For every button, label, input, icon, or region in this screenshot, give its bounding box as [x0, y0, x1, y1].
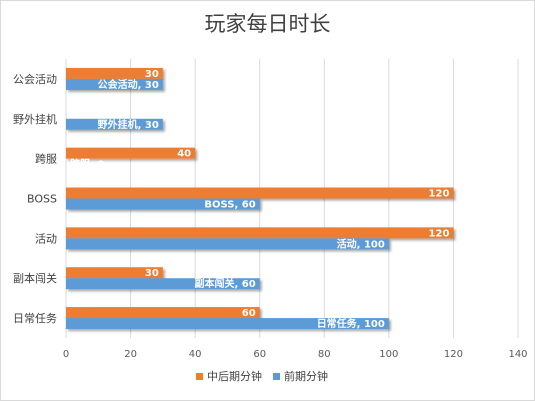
- x-tick-label: 20: [124, 349, 137, 360]
- bar-late-minutes: [66, 267, 163, 279]
- bar-late-minutes: [66, 307, 260, 319]
- x-tick-label: 60: [253, 349, 266, 360]
- data-label-late-minutes: 40: [177, 149, 191, 160]
- data-label-late-minutes: 30: [145, 69, 159, 80]
- x-tick-label: 100: [379, 349, 398, 360]
- x-tick-label: 40: [189, 349, 202, 360]
- bar-early-minutes: [66, 318, 389, 330]
- data-label-early-minutes: 日常任务, 100: [317, 317, 385, 330]
- bar-early-minutes: [66, 118, 163, 130]
- legend: 中后期分钟 前期分钟: [196, 369, 328, 383]
- data-label-late-minutes: 120: [429, 189, 450, 200]
- chart-title: 玩家每日时长: [204, 12, 331, 36]
- bar-late-minutes: [66, 227, 454, 239]
- bar-early-minutes: [66, 198, 260, 210]
- x-tick-label: 120: [444, 349, 463, 360]
- bar-early-minutes: [66, 278, 260, 290]
- data-label-late-minutes: 120: [429, 228, 450, 239]
- x-tick-label: 0: [63, 349, 69, 360]
- data-labels: 60 日常任务, 100 30 副本闯关, 60 120 活动, 100 120 BOSS, …: [70, 69, 449, 330]
- y-category-label: BOSS: [27, 193, 57, 206]
- legend-early-minutes-swatch: [273, 373, 280, 380]
- data-label-early-minutes: 跨服, 0: [70, 158, 104, 171]
- y-category-label: 副本闯关: [13, 271, 57, 285]
- data-label-early-minutes: BOSS, 60: [204, 200, 255, 211]
- legend-late-minutes-swatch: [196, 373, 203, 380]
- y-category-label: 活动: [35, 232, 57, 245]
- bar-late-minutes: [66, 147, 196, 159]
- data-label-early-minutes: 活动, 100: [337, 237, 385, 250]
- data-label-late-minutes: 0: [70, 109, 77, 120]
- y-category-label: 日常任务: [13, 312, 57, 325]
- legend-late-minutes-label: 中后期分钟: [207, 369, 262, 383]
- bar-early-minutes: [66, 78, 163, 90]
- data-label-early-minutes: 副本闯关, 60: [195, 277, 256, 290]
- x-tick-label: 80: [318, 349, 331, 360]
- bar-early-minutes: [66, 238, 389, 250]
- x-tick-label: 140: [508, 349, 527, 360]
- bar-late-minutes: [66, 187, 454, 199]
- bars: [66, 67, 454, 330]
- data-label-early-minutes: 公会活动, 30: [98, 78, 159, 91]
- bar-late-minutes: [66, 67, 163, 79]
- y-category-label: 野外挂机: [13, 112, 57, 126]
- data-label-early-minutes: 野外挂机, 30: [98, 118, 159, 131]
- legend-early-minutes-label: 前期分钟: [284, 369, 328, 383]
- y-category-label: 跨服: [35, 153, 57, 166]
- data-label-late-minutes: 30: [145, 268, 159, 279]
- y-category-label: 公会活动: [13, 73, 57, 86]
- axes: 0 20 40 60 80 100 120 140 日常任务 副本闯关 活动 BOSS 跨服 野外挂机 公会…: [13, 73, 528, 360]
- data-label-late-minutes: 60: [242, 308, 256, 319]
